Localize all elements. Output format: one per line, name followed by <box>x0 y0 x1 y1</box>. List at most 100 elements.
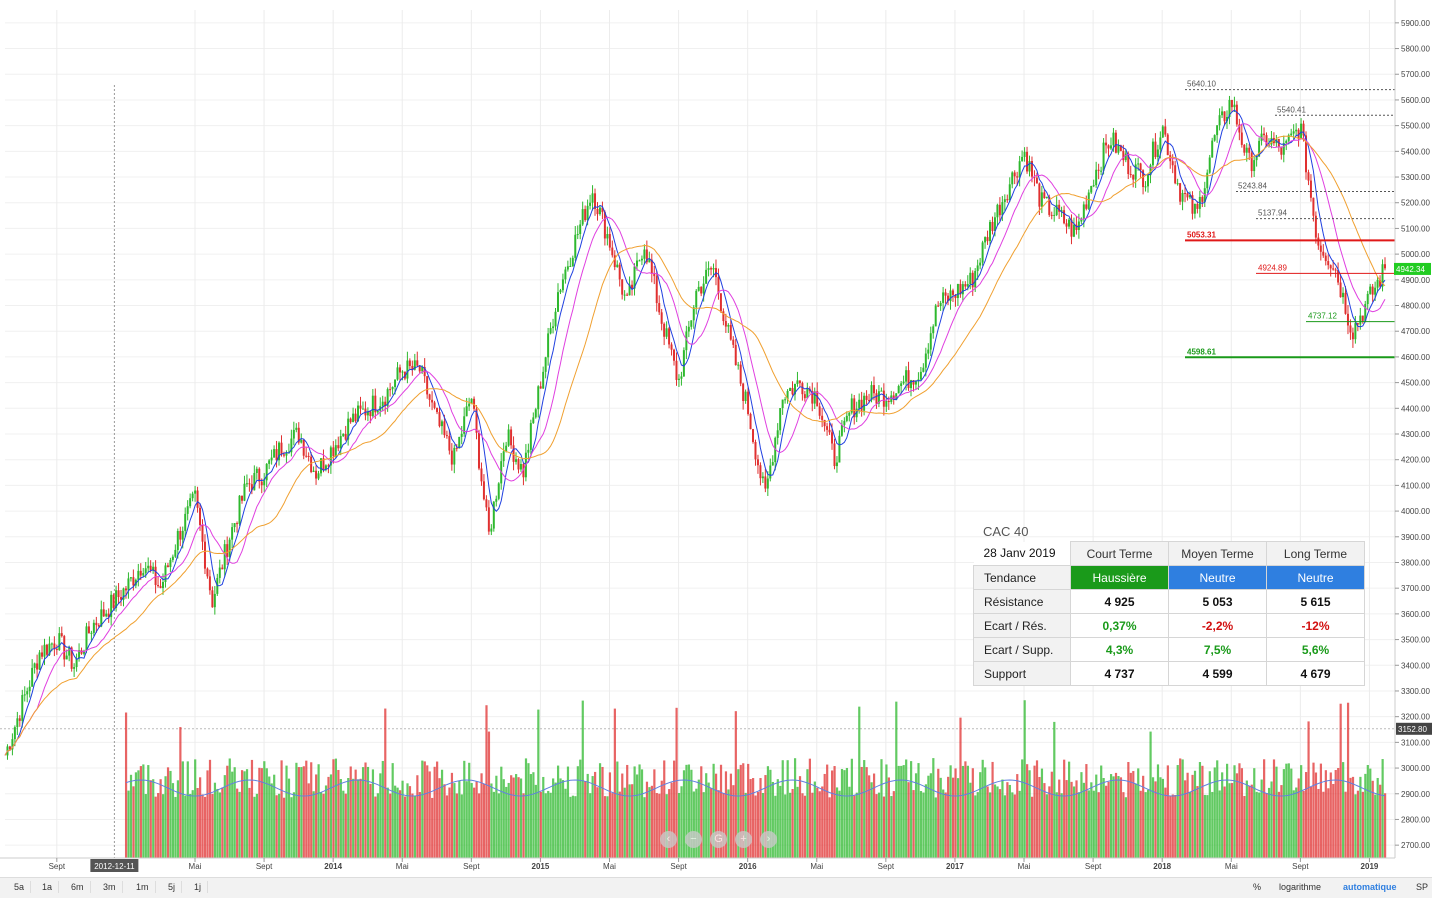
candle-body <box>18 718 21 721</box>
volume-bar <box>352 778 355 858</box>
candle-body <box>1201 196 1204 202</box>
volume-bar <box>369 783 372 858</box>
volume-bar <box>776 779 779 858</box>
log-scale-toggle[interactable]: logarithme <box>1279 882 1322 892</box>
scroll-right-button[interactable]: › <box>760 831 777 848</box>
candle-body <box>1193 203 1196 214</box>
volume-bar <box>248 787 251 858</box>
candle-body <box>1339 282 1342 298</box>
volume-bar <box>495 775 498 858</box>
volume-bar <box>310 762 313 858</box>
candle-body <box>26 691 29 695</box>
candle-body <box>55 648 58 651</box>
volume-bar <box>211 793 214 858</box>
period-3m-button[interactable]: 3m <box>97 881 123 893</box>
candle-body <box>80 650 83 654</box>
candle-body <box>924 353 927 368</box>
candle-body <box>571 257 574 266</box>
volume-bar <box>823 773 826 858</box>
sp-toggle[interactable]: SP <box>1416 882 1429 892</box>
candle-body <box>361 408 364 410</box>
candle-body <box>389 389 392 391</box>
volume-bar <box>255 793 259 858</box>
volume-bar <box>1045 794 1048 858</box>
volume-bar <box>584 781 587 858</box>
volume-bar <box>265 768 268 858</box>
candle-body <box>966 284 969 287</box>
volume-bar <box>522 793 525 858</box>
candle-body <box>95 622 98 626</box>
candle-body <box>845 415 848 421</box>
candle-body <box>196 490 199 508</box>
volume-bar <box>789 792 792 858</box>
crosshair-price-box <box>1396 722 1432 735</box>
auto-scale-toggle[interactable]: automatique <box>1343 882 1397 892</box>
table-row: Support 4 737 4 599 4 679 <box>973 661 1365 686</box>
candle-body <box>473 398 476 409</box>
candle-body <box>939 302 942 307</box>
volume-bar <box>974 795 977 858</box>
value-cell: 5 053 <box>1168 589 1267 614</box>
zoom-in-button[interactable]: + <box>735 831 752 848</box>
zoom-out-button[interactable]: − <box>685 831 702 848</box>
value-cell: 4,3% <box>1070 637 1169 662</box>
period-5j-button[interactable]: 5j <box>162 881 183 893</box>
volume-bar <box>312 791 315 858</box>
volume-bar <box>621 773 624 858</box>
volume-bar <box>403 796 407 858</box>
period-1a-button[interactable]: 1a <box>36 881 60 893</box>
candle-body <box>984 237 987 243</box>
candle-body <box>139 570 142 576</box>
candles <box>6 95 1386 760</box>
volume-bar <box>1144 792 1147 858</box>
candle-body <box>858 399 861 409</box>
candle-body <box>1302 123 1305 136</box>
period-6m-button[interactable]: 6m <box>65 881 91 893</box>
percent-toggle[interactable]: % <box>1253 882 1262 892</box>
candle-body <box>1230 99 1233 108</box>
volume-bar <box>650 785 653 858</box>
volume-bar <box>1181 759 1184 858</box>
candle-body <box>1082 204 1085 220</box>
candle-body <box>1142 170 1145 188</box>
price-chart[interactable]: 5640.10 5540.41 5243.84 5137.94 5053.31 4924.… <box>0 0 1432 877</box>
y-tick-label: 2900.00 <box>1401 790 1430 799</box>
volume-bar <box>1095 774 1098 858</box>
scroll-left-button[interactable]: ‹ <box>660 831 677 848</box>
volume-bar <box>413 795 417 858</box>
candle-body <box>176 530 179 550</box>
volume-bar <box>364 762 367 858</box>
volume-bar <box>808 758 811 858</box>
volume-bar <box>231 771 234 858</box>
candle-body <box>702 283 705 294</box>
volume-bar <box>324 785 328 858</box>
reset-zoom-button[interactable]: G <box>710 831 727 848</box>
candle-body <box>843 420 846 425</box>
candle-body <box>737 364 740 366</box>
volume-bar <box>139 766 142 858</box>
candle-body <box>1332 268 1335 270</box>
volume-bar <box>280 760 283 858</box>
period-1m-button[interactable]: 1m <box>130 881 156 893</box>
candle-body <box>1282 143 1285 155</box>
volume-bar <box>376 793 379 858</box>
candle-body <box>394 379 397 387</box>
row-label: Ecart / Rés. <box>973 613 1071 638</box>
volume-bar <box>892 791 895 858</box>
ma-mid-line <box>4 123 1386 756</box>
candle-body <box>1090 185 1093 193</box>
x-tick-label: Sept <box>463 862 480 871</box>
candle-body <box>60 633 63 637</box>
volume-bar <box>1300 765 1303 858</box>
candle-body <box>685 331 688 351</box>
volume-bar <box>877 792 881 858</box>
volume-bar <box>174 796 177 858</box>
candle-body <box>324 465 327 470</box>
volume-bar <box>357 779 360 858</box>
volume-bar <box>290 797 293 858</box>
volume-bar <box>332 759 335 858</box>
period-5a-button[interactable]: 5a <box>8 881 32 893</box>
candle-body <box>492 501 495 529</box>
period-1j-button[interactable]: 1j <box>188 881 209 893</box>
candle-body <box>1329 265 1332 269</box>
